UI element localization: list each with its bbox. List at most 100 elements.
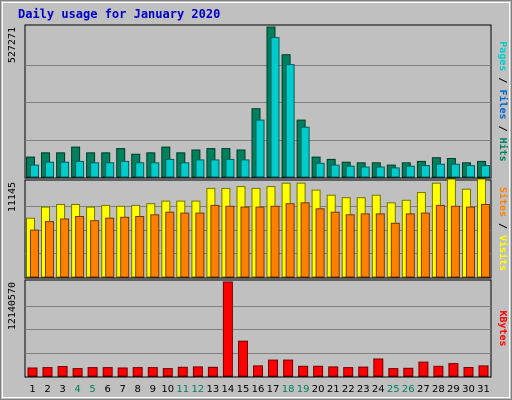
x-tick-25: 25 xyxy=(387,384,400,395)
x-tick-23: 23 xyxy=(357,384,370,395)
plot-layer: 527271 Pages / Files / Hits 11145 Sites / V… xyxy=(7,24,509,395)
bar-files-day-11 xyxy=(180,162,190,178)
bar-files-day-22 xyxy=(345,165,355,178)
bar-files-day-24 xyxy=(375,166,385,178)
x-tick-31: 31 xyxy=(477,384,490,395)
bar-files-day-2 xyxy=(45,161,54,178)
panel-3-frame xyxy=(24,279,492,378)
bar-kbytes-day-17 xyxy=(268,359,278,377)
x-tick-26: 26 xyxy=(402,384,415,395)
x-tick-17: 17 xyxy=(267,384,280,395)
bar-files-day-31 xyxy=(481,165,490,178)
bar-kbytes-day-13 xyxy=(207,366,218,377)
bar-sites-day-11 xyxy=(180,212,190,278)
bar-sites-day-1 xyxy=(30,229,39,278)
bar-kbytes-day-28 xyxy=(433,365,444,377)
bar-files-day-13 xyxy=(210,159,220,178)
bar-files-day-23 xyxy=(360,166,370,178)
bar-sites-day-14 xyxy=(225,205,235,278)
bar-sites-day-24 xyxy=(375,213,385,278)
x-tick-20: 20 xyxy=(312,384,325,395)
bar-sites-day-17 xyxy=(270,205,280,278)
bar-files-day-26 xyxy=(405,165,415,178)
bar-sites-day-15 xyxy=(240,206,250,278)
x-tick-10: 10 xyxy=(161,384,174,395)
bar-kbytes-day-18 xyxy=(283,359,294,377)
bar-sites-day-28 xyxy=(435,204,445,278)
bar-kbytes-day-12 xyxy=(192,366,203,377)
bar-sites-day-22 xyxy=(345,214,355,278)
bar-kbytes-day-22 xyxy=(343,367,354,377)
bar-kbytes-day-14 xyxy=(222,281,233,377)
bar-sites-day-29 xyxy=(450,205,460,278)
bar-files-day-20 xyxy=(315,162,325,178)
bar-files-day-8 xyxy=(135,162,145,178)
legend-sites: Sites xyxy=(497,187,509,217)
legend-pages: Pages xyxy=(497,41,508,71)
panel-2-legend: Sites / Visits xyxy=(497,187,509,271)
bar-sites-day-25 xyxy=(390,222,400,278)
bar-files-day-19 xyxy=(300,126,310,178)
legend-separator: / xyxy=(497,120,508,138)
bar-files-day-4 xyxy=(75,160,85,178)
bar-files-day-29 xyxy=(450,163,460,178)
legend-hits: Hits xyxy=(497,138,509,162)
bar-kbytes-day-2 xyxy=(42,367,53,377)
bar-sites-day-31 xyxy=(481,204,490,278)
bar-sites-day-3 xyxy=(60,218,70,278)
x-tick-30: 30 xyxy=(462,384,475,395)
bar-sites-day-13 xyxy=(210,204,220,278)
bar-sites-day-30 xyxy=(466,206,475,278)
x-tick-2: 2 xyxy=(44,384,50,395)
bar-files-day-7 xyxy=(120,160,130,178)
panel-2-ymax-label: 11145 xyxy=(7,182,18,212)
bar-kbytes-day-19 xyxy=(298,365,309,377)
bar-files-day-14 xyxy=(225,158,235,178)
bar-kbytes-day-7 xyxy=(117,367,128,377)
bar-kbytes-day-25 xyxy=(388,368,399,377)
bar-files-day-17 xyxy=(270,37,280,178)
bar-files-day-16 xyxy=(255,119,265,178)
bar-kbytes-day-30 xyxy=(463,367,474,377)
x-tick-12: 12 xyxy=(192,384,205,395)
bar-files-day-15 xyxy=(240,159,250,178)
bar-files-day-21 xyxy=(330,164,340,178)
bar-kbytes-day-4 xyxy=(72,368,83,377)
bar-kbytes-day-20 xyxy=(313,365,324,377)
bar-sites-day-6 xyxy=(105,217,115,278)
bar-files-day-10 xyxy=(165,158,175,178)
bar-sites-day-4 xyxy=(75,216,85,278)
bar-sites-day-2 xyxy=(45,221,54,278)
legend-files: Files xyxy=(497,89,509,119)
x-tick-27: 27 xyxy=(417,384,430,395)
x-tick-21: 21 xyxy=(327,384,340,395)
bar-sites-day-26 xyxy=(405,213,415,278)
bar-files-day-3 xyxy=(60,161,70,178)
bar-kbytes-day-27 xyxy=(418,361,429,377)
bar-kbytes-day-15 xyxy=(238,340,248,377)
x-tick-28: 28 xyxy=(432,384,445,395)
panel-1-ymax-label: 527271 xyxy=(7,27,18,63)
bar-files-day-28 xyxy=(435,163,445,178)
x-tick-24: 24 xyxy=(372,384,385,395)
bar-kbytes-day-11 xyxy=(177,366,188,377)
x-tick-3: 3 xyxy=(59,384,65,395)
bar-files-day-12 xyxy=(195,159,205,178)
bar-sites-day-9 xyxy=(150,214,160,278)
bar-kbytes-day-5 xyxy=(87,367,98,377)
bar-sites-day-12 xyxy=(195,212,205,278)
bar-files-day-1 xyxy=(30,164,39,178)
bar-kbytes-day-6 xyxy=(102,367,113,377)
x-tick-5: 5 xyxy=(89,384,95,395)
bar-kbytes-day-16 xyxy=(253,365,263,377)
bar-kbytes-day-1 xyxy=(27,367,38,377)
x-tick-7: 7 xyxy=(120,384,126,395)
x-tick-29: 29 xyxy=(447,384,460,395)
x-tick-6: 6 xyxy=(105,384,111,395)
legend-separator: / xyxy=(497,71,508,89)
panel-3-legend: KBytes xyxy=(497,310,508,346)
bar-sites-day-5 xyxy=(90,220,100,278)
bar-files-day-6 xyxy=(105,162,115,178)
